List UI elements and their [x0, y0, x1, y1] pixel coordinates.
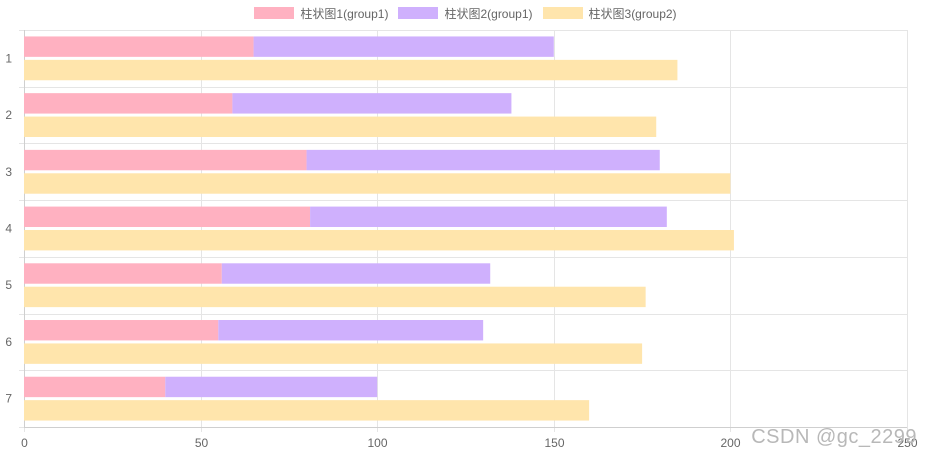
bar-series-3 [24, 173, 731, 194]
bar-series-2 [165, 376, 378, 398]
bar-series-3 [24, 116, 657, 137]
bar-series-3 [24, 230, 734, 251]
chart-legend: 柱状图1(group1) 柱状图2(group1) 柱状图3(group2) [0, 4, 931, 22]
legend-label-series-1: 柱状图1(group1) [300, 6, 389, 21]
bar-series-3 [24, 286, 646, 308]
bar-series-3 [24, 59, 678, 81]
bar-series-2 [218, 320, 484, 341]
bar-series-1 [24, 263, 222, 284]
bar-series-2 [221, 263, 491, 284]
y-tick-label: 4 [5, 222, 12, 236]
watermark: CSDN @gc_2299 [751, 426, 917, 448]
y-tick-label: 1 [5, 51, 12, 65]
x-tick-label: 50 [195, 436, 209, 450]
bar-series-2 [310, 206, 667, 227]
legend-swatch-series-2 [398, 7, 439, 19]
bar-series-2 [253, 36, 554, 57]
bar-series-2 [306, 149, 660, 171]
x-tick-label: 0 [21, 436, 28, 450]
bar-series-3 [24, 343, 643, 364]
y-tick-label: 2 [5, 108, 12, 122]
bar-series-1 [24, 376, 166, 398]
y-tick-label: 5 [5, 278, 12, 292]
legend-label-series-2: 柱状图2(group1) [444, 6, 533, 21]
legend-item-series-2[interactable]: 柱状图2(group1) [398, 4, 533, 22]
legend-item-series-3[interactable]: 柱状图3(group2) [542, 4, 677, 22]
bar-series-1 [24, 320, 219, 341]
legend-swatch-series-3 [542, 7, 583, 19]
x-tick-label: 250 [897, 436, 917, 450]
bar-series-1 [24, 36, 254, 57]
y-tick-label: 7 [5, 392, 12, 406]
bar-series-1 [24, 93, 233, 114]
x-tick-label: 150 [544, 436, 564, 450]
bar-series-1 [24, 149, 307, 171]
legend-item-series-1[interactable]: 柱状图1(group1) [254, 4, 388, 22]
x-tick-label: 200 [720, 436, 740, 450]
x-tick-label: 100 [367, 436, 387, 450]
bar-series-3 [24, 400, 590, 421]
bar-series-2 [232, 93, 512, 114]
legend-swatch-series-1 [254, 7, 295, 19]
bar-series-1 [24, 206, 311, 227]
legend-label-series-3: 柱状图3(group2) [588, 6, 677, 21]
y-tick-label: 3 [5, 165, 12, 179]
y-tick-label: 6 [5, 335, 12, 349]
